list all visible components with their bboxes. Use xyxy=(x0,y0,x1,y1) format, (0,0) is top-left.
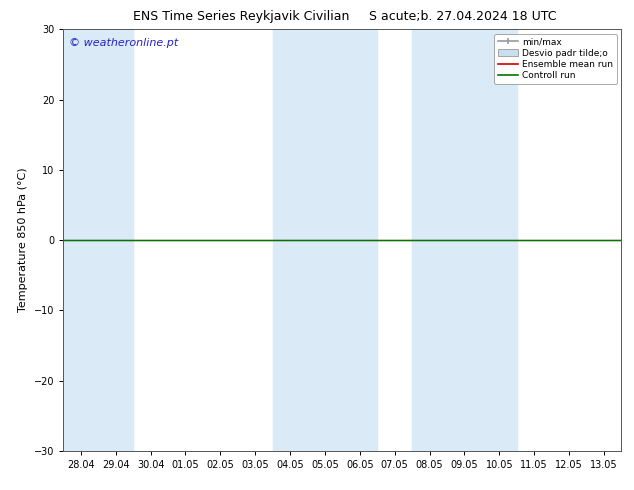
Bar xyxy=(273,29,377,451)
Text: S acute;b. 27.04.2024 18 UTC: S acute;b. 27.04.2024 18 UTC xyxy=(369,10,557,23)
Y-axis label: Temperature 850 hPa (°C): Temperature 850 hPa (°C) xyxy=(18,168,29,313)
Text: © weatheronline.pt: © weatheronline.pt xyxy=(69,38,178,48)
Legend: min/max, Desvio padr tilde;o, Ensemble mean run, Controll run: min/max, Desvio padr tilde;o, Ensemble m… xyxy=(495,34,617,84)
Text: ENS Time Series Reykjavik Civilian: ENS Time Series Reykjavik Civilian xyxy=(133,10,349,23)
Bar xyxy=(412,29,517,451)
Bar xyxy=(63,29,133,451)
